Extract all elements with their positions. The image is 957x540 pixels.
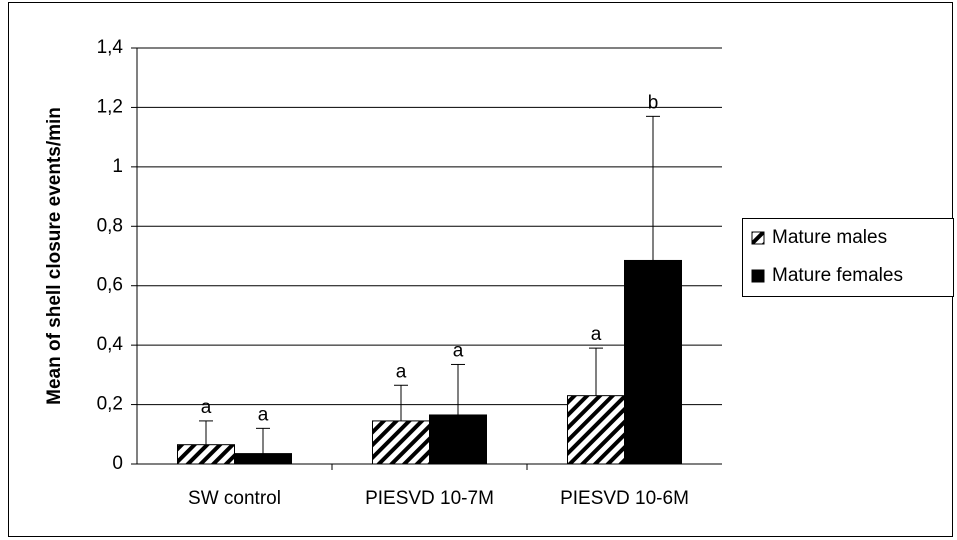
y-tick-label: 0 xyxy=(112,453,123,474)
y-tick-label: 1,4 xyxy=(97,37,124,58)
bar xyxy=(372,420,430,465)
legend-swatch xyxy=(751,231,765,245)
significance-letter: a xyxy=(396,361,407,382)
x-tick-label: PIESVD 10-7M xyxy=(365,488,494,509)
y-tick-label: 1,2 xyxy=(97,96,123,117)
legend-label: Mature females xyxy=(772,265,903,286)
y-tick-label: 0,2 xyxy=(97,394,123,415)
significance-letter: a xyxy=(591,324,602,345)
x-tick-label: SW control xyxy=(188,488,281,509)
y-axis-label: Mean of shell closure events/min xyxy=(44,107,65,405)
y-tick-label: 0,4 xyxy=(97,334,124,355)
legend-box xyxy=(742,218,954,297)
bar xyxy=(429,414,487,465)
significance-letter: b xyxy=(648,92,659,113)
significance-letter: a xyxy=(453,340,464,361)
y-tick-label: 0,8 xyxy=(97,215,123,236)
bar xyxy=(177,444,235,465)
y-tick-label: 1 xyxy=(112,156,123,177)
bar xyxy=(624,259,682,465)
y-tick-label: 0,6 xyxy=(97,275,123,296)
legend-swatch xyxy=(751,269,765,283)
x-tick-label: PIESVD 10-6M xyxy=(560,488,689,509)
legend-label: Mature males xyxy=(772,227,887,248)
bar xyxy=(234,453,292,465)
bar xyxy=(567,395,625,465)
significance-letter: a xyxy=(258,404,269,425)
significance-letter: a xyxy=(201,397,212,418)
